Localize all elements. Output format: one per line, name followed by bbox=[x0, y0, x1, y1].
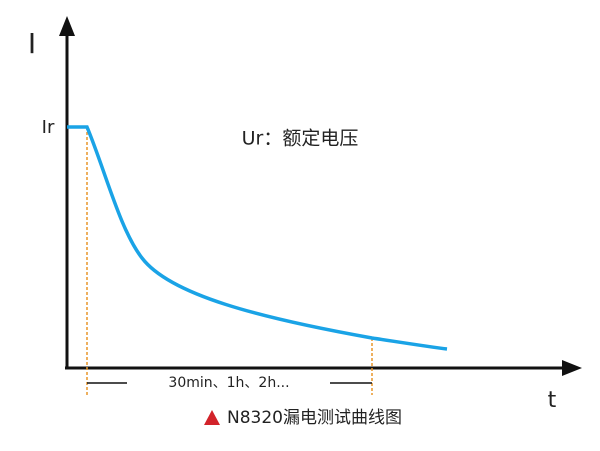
annotation: Ur：额定电压 bbox=[242, 128, 359, 150]
interval-label: 30min、1h、2h... bbox=[168, 375, 289, 391]
y-axis-arrow bbox=[59, 16, 75, 36]
x-axis-label: t bbox=[548, 388, 557, 413]
caption-icon bbox=[204, 410, 220, 425]
y-axis-label: I bbox=[28, 27, 36, 60]
caption: N8320漏电测试曲线图 bbox=[227, 408, 402, 428]
x-axis-arrow bbox=[562, 360, 582, 376]
ir-label: Ir bbox=[42, 117, 55, 138]
current-curve bbox=[67, 125, 448, 351]
